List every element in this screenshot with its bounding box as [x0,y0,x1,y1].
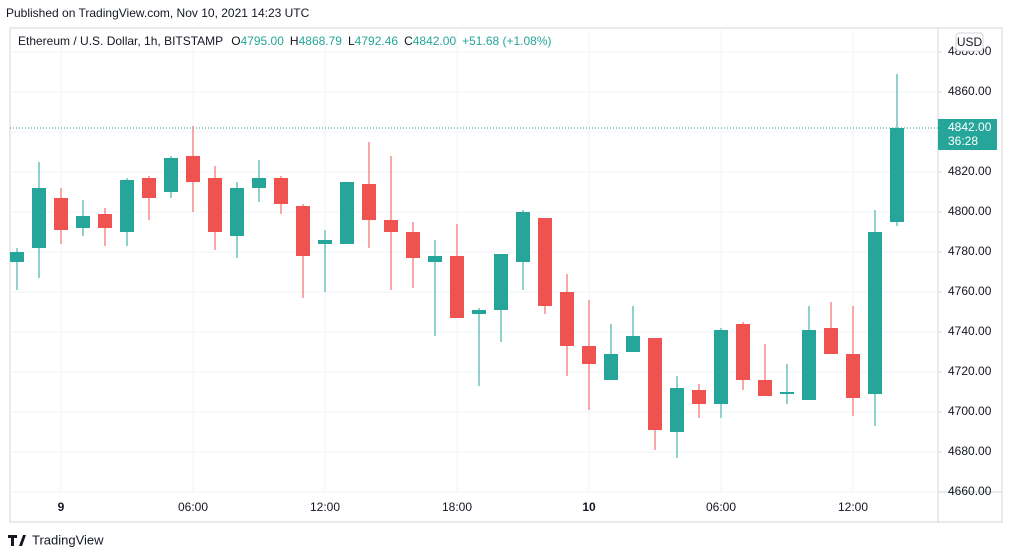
candle-body [560,292,574,346]
candle-body [318,240,332,244]
currency-label: USD [957,35,983,49]
candle-body [406,232,420,258]
candle-body [142,178,156,198]
last-price-box [938,119,997,150]
open-label: O [231,34,241,48]
symbol: Ethereum / U.S. Dollar, 1h, BITSTAMP [18,34,224,48]
candle-body [648,338,662,430]
high-value: 4868.79 [298,34,342,48]
candle-body [10,252,24,262]
candle-body [428,256,442,262]
candle-body [494,254,508,310]
x-tick-label: 12:00 [310,500,340,514]
x-tick-label: 18:00 [442,500,472,514]
y-tick-label: 4720.00 [948,364,992,378]
candle-body [76,216,90,228]
candle-body [516,212,530,262]
candle-body [626,336,640,352]
candle-body [604,354,618,380]
published-note: Published on TradingView.com, Nov 10, 20… [6,6,310,20]
candle-body [32,188,46,248]
last-price-label: 4842.00 [948,120,992,134]
candle-body [54,198,68,230]
candles [10,74,904,458]
x-tick-label: 10 [582,500,596,514]
low-value: 4792.46 [354,34,399,48]
grid [10,30,938,493]
candle-body [670,388,684,432]
candle-body [164,158,178,192]
y-tick-label: 4680.00 [948,444,992,458]
y-tick-label: 4780.00 [948,244,992,258]
candle-body [384,220,398,232]
candle-body [582,346,596,364]
close-label: C [404,34,413,48]
y-tick-label: 4860.00 [948,84,992,98]
close-value: 4842.00 [412,34,457,48]
y-tick-label: 4800.00 [948,204,992,218]
candle-body [98,214,112,228]
candle-body [824,328,838,354]
y-tick-label: 4820.00 [948,164,992,178]
candle-body [736,324,750,380]
candle-body [472,310,486,314]
candle-body [538,218,552,306]
candle-body [362,184,376,220]
candle-body [890,128,904,222]
candle-body [692,390,706,404]
x-tick-label: 9 [58,500,65,514]
countdown: 36:28 [948,134,978,148]
candle-body [758,380,772,396]
candle-body [846,354,860,398]
candle-body [296,206,310,256]
candle-body [340,182,354,244]
logo-text: TradingView [32,532,104,547]
x-tick-label: 06:00 [706,500,736,514]
candle-body [450,256,464,318]
candle-body [802,330,816,400]
change-value: +51.68 (+1.08%) [462,34,552,48]
logo: TradingView [8,532,104,547]
candle-body [230,188,244,236]
currency-box [955,32,984,52]
axes: 4660.00 4680.00 4700.00 4720.00 4740.00 4760.… [10,32,997,514]
low-label: L [347,34,355,48]
symbol-legend: Ethereum / U.S. Dollar, 1h, BITSTAMP O479… [18,34,558,48]
candle-body [252,178,266,188]
high-label: H [289,34,299,48]
candle-body [186,156,200,182]
y-tick-label: 4660.00 [948,484,992,498]
candle-body [714,330,728,404]
candle-body [208,178,222,232]
logo-icon [8,535,26,546]
candle-body [274,178,288,204]
candle-body [868,232,882,394]
candle-body [780,392,794,394]
x-tick-label: 06:00 [178,500,208,514]
y-tick-label: 4760.00 [948,284,992,298]
y-tick-label: 4740.00 [948,324,992,338]
open-value: 4795.00 [240,34,284,48]
chart-frame [9,27,1003,523]
x-tick-label: 12:00 [838,500,868,514]
y-tick-label: 4700.00 [948,404,992,418]
candle-body [120,180,134,232]
